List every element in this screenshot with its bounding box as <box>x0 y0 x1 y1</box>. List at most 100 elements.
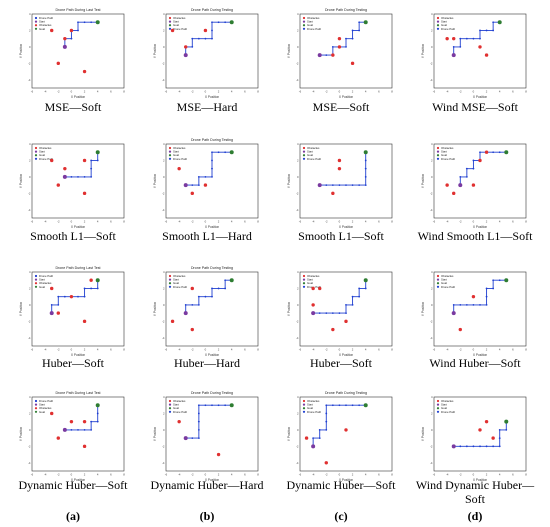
obstacle-point <box>484 419 489 424</box>
obstacle-point <box>484 150 489 154</box>
obstacle-point <box>331 327 335 332</box>
obstacle-point <box>344 319 348 324</box>
path-plot: Drone Path During Testing -6 -4 -2 0 2 4 6 8 -4 -2… <box>153 266 259 357</box>
obstacle-point <box>458 327 462 332</box>
x-tick-label: -2 <box>459 473 462 477</box>
drone-path-point <box>331 45 334 48</box>
obstacle-point <box>216 452 221 457</box>
drone-path-point <box>358 184 361 187</box>
obstacle-point <box>89 278 93 282</box>
legend-marker <box>302 407 306 410</box>
path-plot: -6 -4 -2 0 2 4 6 8 -4 -2 0 2 4 X Position Y Position Ob… <box>421 395 527 482</box>
x-tick-label: -4 <box>446 348 449 352</box>
obstacle-point <box>337 158 342 163</box>
legend-marker <box>302 282 306 285</box>
obstacle-point <box>177 419 181 424</box>
legend-entry: Start <box>173 20 179 24</box>
x-tick-label: 0 <box>205 473 207 477</box>
legend-entry: Drone Path <box>173 285 188 289</box>
legend-entry: Goal <box>441 406 447 410</box>
legend-marker <box>168 27 172 30</box>
x-tick-label: 8 <box>257 473 259 477</box>
drone-path-point <box>351 404 354 407</box>
drone-path-point <box>96 159 99 162</box>
obstacle-point <box>56 311 60 315</box>
drone-path-point <box>325 312 328 315</box>
x-tick-label: 6 <box>110 348 112 352</box>
y-tick-label: 4 <box>29 12 31 16</box>
drone-path-point <box>345 37 347 40</box>
x-tick-label: 2 <box>218 473 220 477</box>
y-tick-label: -4 <box>162 461 165 465</box>
start-point <box>451 444 456 449</box>
drone-path-point <box>204 404 207 407</box>
drone-path-point <box>211 151 213 154</box>
x-tick-label: -4 <box>178 473 181 477</box>
drone-path-point <box>83 287 86 290</box>
legend-marker <box>436 150 440 153</box>
drone-path-point <box>96 287 99 290</box>
y-tick-label: 2 <box>431 411 433 415</box>
obstacle-point <box>471 294 476 299</box>
obstacle-point <box>82 319 87 324</box>
obstacle-point <box>337 36 342 41</box>
y-tick-label: 0 <box>29 45 31 49</box>
obstacle-point <box>445 36 449 41</box>
x-tick-label: 8 <box>391 90 393 94</box>
y-tick-label: -2 <box>296 444 299 448</box>
x-tick-label: 0 <box>71 473 73 477</box>
legend-marker <box>302 410 306 413</box>
y-axis-label: Y Position <box>153 427 157 442</box>
x-axis-label: X Position <box>71 478 86 482</box>
path-plot: Drone Path During Testing -6 -4 -2 0 2 4 6 8 -4 -2… <box>153 138 259 229</box>
drone-path-point <box>472 445 475 448</box>
drone-path-point <box>498 279 501 282</box>
plot-title: Drone Path During Last Test <box>55 266 100 270</box>
drone-path-point <box>358 404 361 407</box>
y-tick-label: -2 <box>430 319 433 323</box>
start-point <box>183 436 188 441</box>
drone-path-point <box>90 167 93 170</box>
y-tick-label: 4 <box>163 270 165 274</box>
y-tick-label: 2 <box>29 411 31 415</box>
plot-frame <box>165 396 259 472</box>
legend-entry: Goal <box>173 153 179 157</box>
y-axis-label: Y Position <box>153 44 157 59</box>
x-tick-label: -4 <box>44 348 47 352</box>
path-plot: -6 -4 -2 0 2 4 6 8 -4 -2 0 2 4 X Position Y Position Ob… <box>421 270 527 357</box>
legend-entry: Start <box>39 150 45 154</box>
path-plot: Drone Path During Last Test -6 -4 -2 0 2 4 6 8 -4… <box>19 8 125 99</box>
legend-marker <box>436 274 440 278</box>
drone-path-point <box>485 287 488 290</box>
legend-marker <box>436 157 440 160</box>
y-tick-label: 2 <box>163 411 165 415</box>
y-tick-label: 0 <box>297 303 299 307</box>
x-tick-label: 2 <box>486 220 488 224</box>
x-tick-label: -6 <box>433 473 436 477</box>
drone-path-point <box>485 29 488 32</box>
legend-entry: Goal <box>441 153 447 157</box>
drone-path-point <box>191 303 194 306</box>
goal-point <box>229 403 234 408</box>
legend-entry: Obstacles <box>39 406 52 410</box>
y-tick-label: 0 <box>163 175 165 179</box>
legend-entry: Obstacles <box>39 281 52 285</box>
x-tick-label: 8 <box>257 220 259 224</box>
obstacle-point <box>478 428 482 432</box>
y-tick-label: -4 <box>162 336 165 340</box>
legend-entry: Start <box>307 278 313 282</box>
y-axis-label: Y Position <box>421 44 425 59</box>
y-tick-label: 4 <box>163 142 165 146</box>
plot-title: Drone Path During Testing <box>191 138 233 142</box>
drone-path-point <box>224 287 227 290</box>
legend-entry: Drone Path <box>173 157 188 161</box>
legend-entry: Obstacles <box>173 399 186 403</box>
y-tick-label: 2 <box>297 411 299 415</box>
obstacle-point <box>56 183 60 187</box>
x-axis-label: X Position <box>473 478 488 482</box>
plot-title: Drone Path During Last Test <box>55 391 100 395</box>
y-tick-label: -4 <box>28 461 31 465</box>
drone-path-point <box>224 21 227 24</box>
obstacle-point <box>324 461 328 465</box>
legend-entry: Drone Path <box>307 157 322 161</box>
